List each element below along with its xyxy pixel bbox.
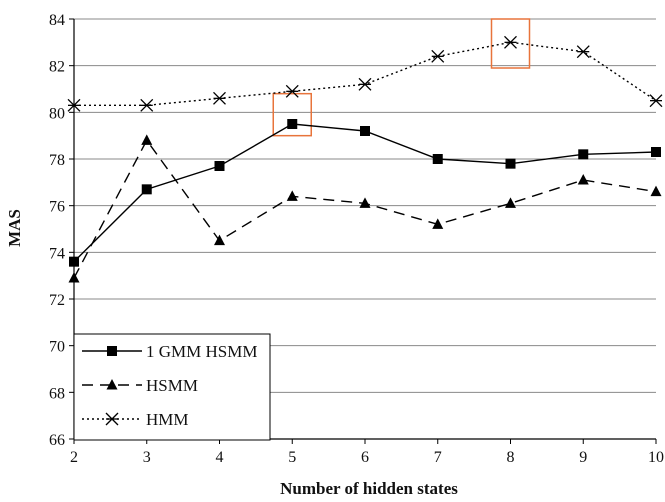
- data-point: [213, 91, 226, 105]
- series-asterisk: [67, 35, 663, 112]
- highlight-box: [272, 92, 312, 137]
- data-point: [576, 45, 590, 59]
- legend-label: HSMM: [146, 376, 198, 395]
- y-tick-label: 78: [49, 152, 65, 169]
- x-tick-label: 4: [216, 449, 224, 466]
- data-point: [650, 185, 662, 197]
- series-square: [69, 119, 661, 267]
- data-point: [432, 154, 443, 164]
- x-tick-label: 3: [143, 449, 151, 466]
- y-tick-label: 72: [49, 292, 65, 309]
- x-tick-label: 2: [70, 449, 78, 466]
- x-tick-label: 10: [648, 449, 664, 466]
- data-point: [358, 77, 372, 91]
- series-line: [73, 123, 657, 263]
- series-triangle: [68, 134, 662, 283]
- x-axis-title: Number of hidden states: [280, 479, 458, 498]
- x-tick-label: 6: [361, 449, 369, 466]
- data-point: [431, 49, 445, 63]
- data-point: [360, 126, 370, 136]
- y-axis-title: MAS: [5, 209, 24, 247]
- legend: 1 GMM HSMM HSMM HMM: [73, 333, 271, 441]
- y-tick-label: 84: [49, 12, 65, 29]
- y-tick-label: 76: [49, 199, 65, 216]
- y-tick-label: 82: [49, 59, 65, 76]
- highlight-box: [490, 18, 531, 69]
- x-tick-label: 9: [579, 449, 587, 466]
- data-point: [140, 98, 154, 112]
- data-point: [504, 35, 517, 49]
- highlight-boxes: [272, 18, 531, 137]
- data-point: [214, 161, 225, 171]
- legend-marker: [107, 346, 117, 356]
- legend-marker: [105, 412, 119, 426]
- data-point: [359, 197, 371, 208]
- data-point: [141, 134, 153, 145]
- data-point: [285, 84, 299, 98]
- y-tick-label: 80: [49, 105, 65, 122]
- x-tick-label: 7: [434, 449, 442, 466]
- series-line: [73, 139, 657, 279]
- legend-label: HMM: [146, 410, 189, 429]
- data-point: [505, 158, 516, 169]
- x-tick-label: 8: [507, 449, 515, 466]
- data-point: [141, 184, 152, 195]
- y-tick-label: 74: [49, 245, 65, 262]
- y-tick-label: 68: [49, 385, 65, 402]
- data-point: [578, 149, 589, 160]
- x-tick-label: 5: [288, 449, 296, 466]
- data-point: [651, 147, 661, 157]
- y-tick-label: 66: [49, 432, 65, 449]
- legend-label: 1 GMM HSMM: [146, 342, 257, 361]
- series-line: [74, 41, 657, 107]
- data-point: [505, 197, 516, 208]
- data-point: [649, 94, 663, 108]
- data-point: [287, 119, 298, 129]
- data-point: [577, 174, 589, 185]
- legend-marker: [106, 379, 118, 390]
- data-point: [214, 234, 225, 246]
- y-tick-label: 70: [49, 339, 65, 356]
- legend-items: 1 GMM HSMM HSMM HMM: [82, 342, 257, 429]
- data-point: [286, 190, 298, 201]
- data-point: [432, 218, 444, 229]
